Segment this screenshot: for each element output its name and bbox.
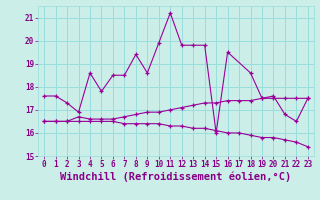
X-axis label: Windchill (Refroidissement éolien,°C): Windchill (Refroidissement éolien,°C) [60, 172, 292, 182]
